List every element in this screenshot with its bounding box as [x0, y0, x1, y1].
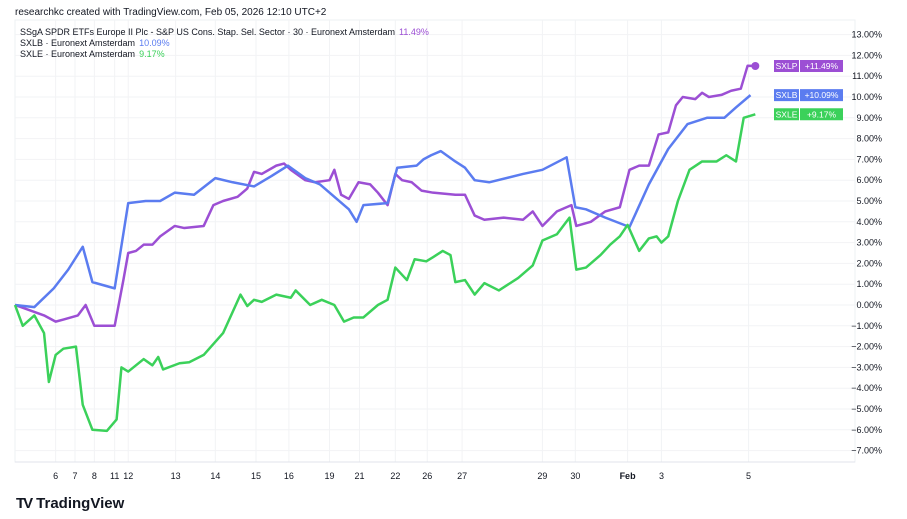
- badge-name-bg: [774, 108, 799, 121]
- attribution: researchkc created with TradingView.com,…: [15, 7, 327, 18]
- badge-name: SXLP: [776, 61, 798, 71]
- legend-label: SXLB · Euronext Amsterdam: [20, 38, 136, 48]
- legend-item-sxlp[interactable]: SSgA SPDR ETFs Europe II Plc - S&P US Co…: [20, 27, 429, 38]
- x-tick-label: 19: [325, 471, 335, 481]
- y-tick-label: −6.00%: [851, 425, 882, 435]
- badge-name-bg: [774, 89, 799, 102]
- x-tick-label: 12: [123, 471, 133, 481]
- price-badge-sxlb: SXLB +10.09%: [774, 89, 843, 102]
- series-line-sxlb[interactable]: [14, 94, 752, 309]
- legend: SSgA SPDR ETFs Europe II Plc - S&P US Co…: [20, 27, 429, 60]
- y-tick-label: 3.00%: [856, 238, 882, 248]
- logo-text: TradingView: [36, 495, 125, 512]
- x-tick-label: 15: [251, 471, 261, 481]
- badge-value: +10.09%: [805, 90, 839, 100]
- badge-name-bg: [774, 60, 799, 73]
- y-tick-label: −5.00%: [851, 404, 882, 414]
- y-tick-label: −4.00%: [851, 383, 882, 393]
- x-tick-label: 14: [210, 471, 220, 481]
- y-tick-label: 12.00%: [851, 50, 882, 60]
- legend-value: 11.49%: [399, 27, 429, 37]
- legend-value: 9.17%: [139, 49, 165, 59]
- x-tick-label: 11: [110, 471, 119, 481]
- badge-value-bg: [800, 108, 843, 121]
- legend-item-sxlb[interactable]: SXLB · Euronext Amsterdam 10.09%: [20, 38, 429, 49]
- x-tick-label: 13: [171, 471, 181, 481]
- x-tick-label: Feb: [620, 471, 637, 481]
- y-tick-label: 6.00%: [856, 175, 882, 185]
- x-tick-label: 6: [53, 471, 58, 481]
- x-tick-label: 22: [390, 471, 400, 481]
- y-tick-label: 4.00%: [856, 217, 882, 227]
- y-tick-label: 10.00%: [851, 92, 882, 102]
- tradingview-logo[interactable]: TV TradingView: [16, 495, 124, 512]
- y-tick-label: −1.00%: [851, 321, 882, 331]
- y-tick-label: 9.00%: [856, 113, 882, 123]
- x-tick-label: 29: [537, 471, 547, 481]
- y-tick-label: 2.00%: [856, 258, 882, 268]
- x-tick-label: 21: [355, 471, 365, 481]
- y-tick-label: −2.00%: [851, 342, 882, 352]
- y-tick-label: −7.00%: [851, 446, 882, 456]
- x-tick-label: 26: [422, 471, 432, 481]
- x-tick-label: 27: [457, 471, 467, 481]
- series-line-sxlp[interactable]: [14, 64, 756, 328]
- legend-item-sxle[interactable]: SXLE · Euronext Amsterdam 9.17%: [20, 49, 429, 60]
- y-tick-label: 8.00%: [856, 134, 882, 144]
- legend-label: SXLE · Euronext Amsterdam: [20, 49, 136, 59]
- x-tick-label: 7: [72, 471, 77, 481]
- y-tick-label: 7.00%: [856, 154, 882, 164]
- y-tick-label: −3.00%: [851, 362, 882, 372]
- price-badge-sxle: SXLE +9.17%: [774, 108, 843, 121]
- x-tick-label: 30: [570, 471, 580, 481]
- badge-value-bg: [800, 60, 843, 73]
- y-tick-label: 11.00%: [852, 71, 882, 81]
- badge-value-bg: [800, 89, 843, 102]
- y-tick-label: 13.00%: [851, 30, 882, 40]
- x-tick-label: 16: [284, 471, 294, 481]
- series-line-sxle[interactable]: [13, 113, 756, 433]
- legend-value: 10.09%: [139, 38, 170, 48]
- legend-label: SSgA SPDR ETFs Europe II Plc - S&P US Co…: [20, 27, 395, 37]
- x-tick-label: 5: [746, 471, 751, 481]
- badge-value: +9.17%: [807, 109, 837, 119]
- plot-frame: [14, 19, 856, 463]
- last-point-marker: [751, 62, 760, 71]
- badge-name: SXLB: [776, 90, 798, 100]
- badge-value: +11.49%: [805, 61, 839, 71]
- price-badge-sxlp: SXLP +11.49%: [774, 60, 843, 73]
- badge-name: SXLE: [776, 109, 798, 119]
- tradingview-logo-icon: TV: [16, 495, 33, 512]
- x-tick-label: 3: [659, 471, 664, 481]
- y-tick-label: 5.00%: [856, 196, 882, 206]
- x-tick-label: 8: [92, 471, 97, 481]
- y-tick-label: 0.00%: [856, 300, 882, 310]
- y-tick-label: 1.00%: [856, 279, 882, 289]
